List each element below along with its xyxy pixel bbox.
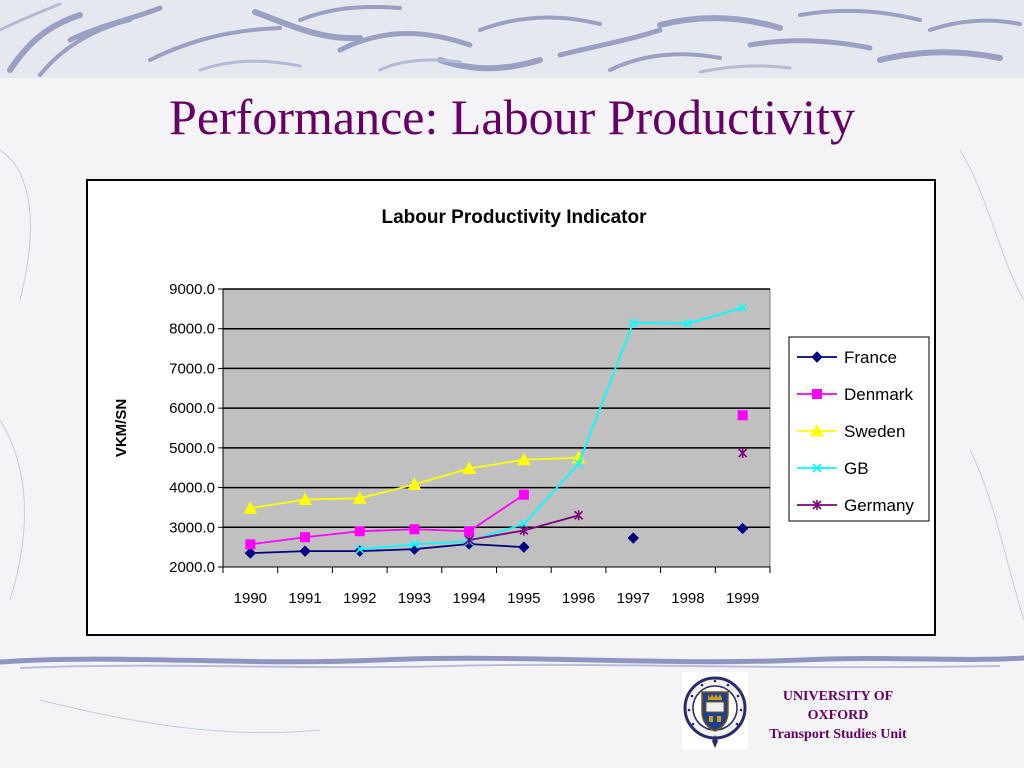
- series-germany: [464, 448, 748, 545]
- data-point-sweden: [407, 477, 422, 490]
- y-tick-label: 9000.0: [169, 281, 215, 298]
- x-tick-label: 1999: [726, 590, 759, 607]
- oxford-university-crest-icon: [682, 672, 748, 750]
- x-tick-label: 1998: [671, 590, 704, 607]
- labour-productivity-chart: Labour Productivity Indicator VKM/SN 200…: [113, 207, 930, 607]
- x-tick-label: 1990: [234, 590, 267, 607]
- legend-box: [788, 336, 930, 522]
- y-tick-label: 2000.0: [169, 559, 215, 576]
- x-tick-label: 1994: [452, 590, 485, 607]
- series-line-france: [250, 543, 524, 554]
- data-point-france: [627, 532, 639, 544]
- data-point-denmark: [737, 410, 748, 421]
- legend-label: GB: [844, 459, 869, 478]
- y-tick-label: 3000.0: [169, 519, 215, 536]
- data-point-france: [518, 541, 530, 553]
- x-tick-label: 1991: [288, 590, 321, 607]
- y-tick-label: 4000.0: [169, 480, 215, 497]
- data-point-denmark: [245, 539, 256, 550]
- data-point-germany: [573, 510, 584, 521]
- data-point-germany: [464, 534, 474, 545]
- legend-marker: [812, 500, 822, 510]
- data-point-germany: [519, 525, 529, 536]
- institution-text: UNIVERSITY OF OXFORD Transport Studies U…: [750, 687, 926, 744]
- legend-entry-france: France: [797, 348, 897, 367]
- legend-marker: [810, 423, 824, 437]
- data-point-denmark: [464, 526, 475, 537]
- data-point-gb: [355, 544, 365, 554]
- legend-label: France: [844, 348, 897, 367]
- data-point-sweden: [298, 492, 312, 505]
- data-point-france: [736, 522, 749, 535]
- data-point-denmark: [300, 532, 311, 543]
- series-denmark: [245, 410, 748, 550]
- data-point-sweden: [462, 461, 476, 475]
- legend-marker: [812, 463, 822, 473]
- y-tick-label: 5000.0: [169, 440, 215, 457]
- data-point-sweden: [352, 491, 367, 504]
- x-tick-label: 1997: [617, 590, 650, 607]
- data-point-gb: [738, 303, 748, 313]
- legend-entry-gb: GB: [797, 459, 869, 478]
- y-tick-label: 8000.0: [169, 321, 215, 338]
- y-axis-label: VKM/SN: [113, 399, 130, 457]
- legend-entry-sweden: Sweden: [797, 422, 905, 441]
- institution-line-2: OXFORD: [807, 708, 869, 723]
- data-point-france: [244, 547, 257, 559]
- legend-marker: [812, 389, 822, 399]
- series-sweden: [243, 450, 586, 514]
- x-tick-label: 1992: [343, 590, 376, 607]
- institution-line-1: UNIVERSITY OF: [782, 689, 894, 704]
- data-point-germany: [738, 448, 748, 459]
- x-tick-label: 1993: [398, 590, 431, 607]
- data-point-denmark: [518, 489, 529, 500]
- x-tick-label: 1995: [507, 590, 540, 607]
- legend-entry-germany: Germany: [797, 496, 914, 515]
- data-point-denmark: [409, 524, 420, 535]
- data-point-denmark: [354, 526, 365, 537]
- data-point-france: [299, 545, 311, 557]
- data-point-gb: [409, 539, 420, 549]
- legend-label: Germany: [844, 496, 914, 515]
- y-tick-label: 7000.0: [169, 360, 215, 377]
- legend-marker: [811, 351, 823, 363]
- data-point-sweden: [243, 501, 258, 514]
- unit-name: Transport Studies Unit: [769, 727, 907, 742]
- data-point-gb: [573, 459, 584, 469]
- chart-title: Labour Productivity Indicator: [382, 207, 648, 228]
- plot-area: [222, 288, 771, 568]
- slide-title: Performance: Labour Productivity: [169, 89, 855, 145]
- data-point-sweden: [517, 452, 531, 466]
- series-line-denmark: [250, 493, 525, 546]
- legend-label: Sweden: [844, 422, 905, 441]
- data-point-gb: [683, 318, 693, 329]
- legend-entry-denmark: Denmark: [797, 385, 913, 404]
- x-tick-label: 1996: [562, 590, 595, 607]
- series-line-gb: [359, 306, 743, 551]
- y-tick-label: 6000.0: [169, 400, 215, 417]
- legend-label: Denmark: [844, 385, 913, 404]
- data-point-gb: [628, 318, 638, 328]
- chart-frame: Labour Productivity Indicator VKM/SN 200…: [86, 179, 936, 636]
